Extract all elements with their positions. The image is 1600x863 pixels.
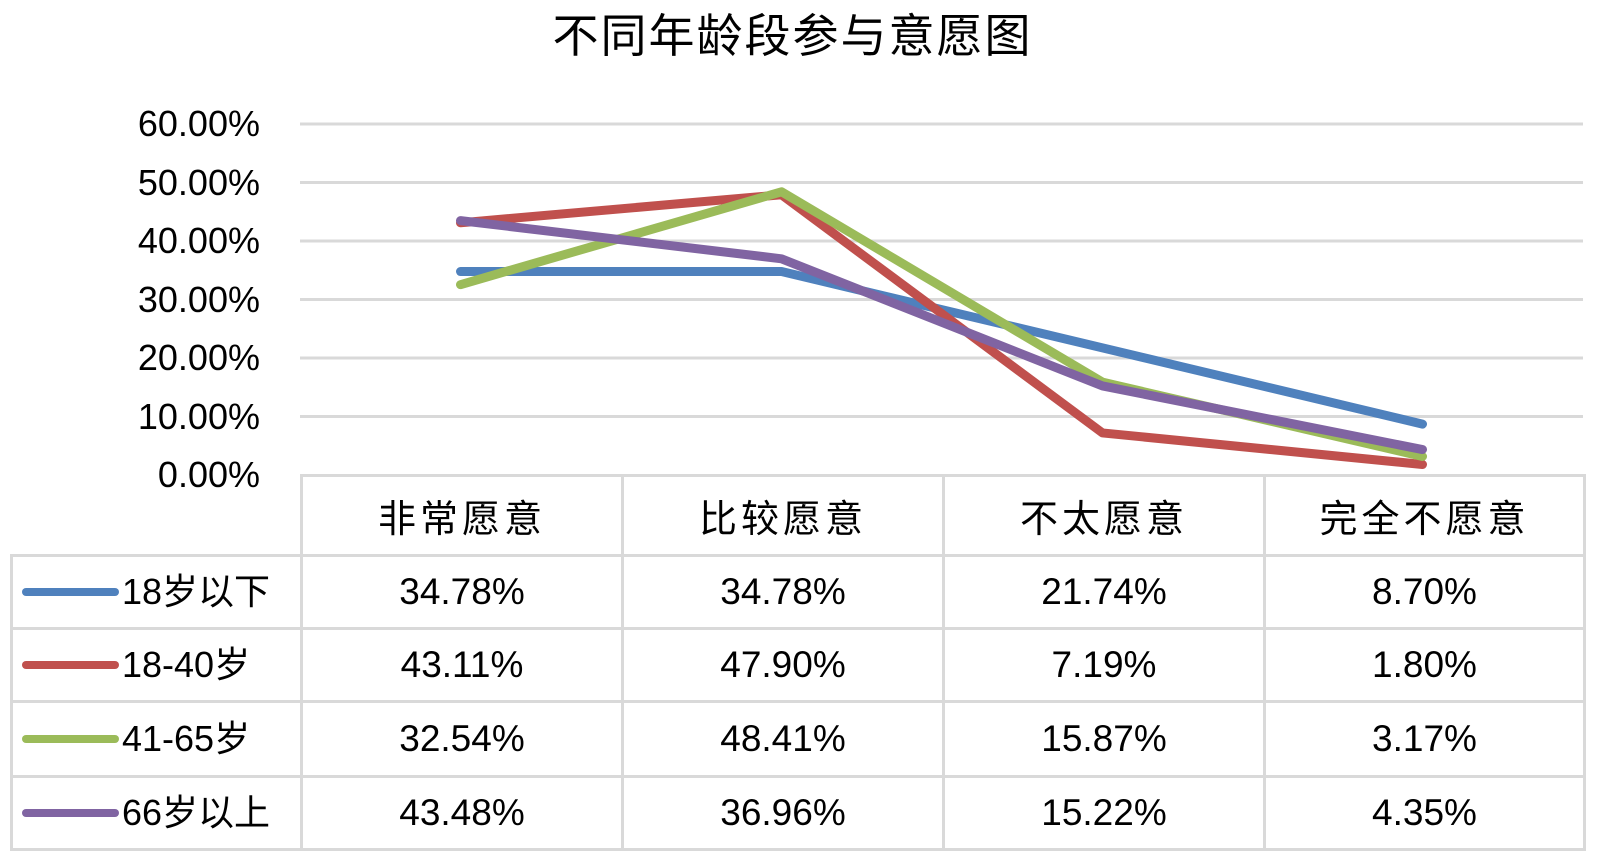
table-cell: 15.87% bbox=[942, 700, 1266, 778]
series-line-1 bbox=[456, 190, 1427, 469]
chart-data-table: 非常愿意 比较愿意 不太愿意 完全不愿意 18岁以下 34.78% 34.78%… bbox=[10, 474, 1586, 851]
table-cell: 34.78% bbox=[621, 554, 945, 630]
legend-cell: 18岁以下 bbox=[10, 554, 303, 630]
legend-key-line-icon bbox=[22, 809, 119, 817]
column-header: 完全不愿意 bbox=[1263, 474, 1586, 557]
legend-cell: 66岁以上 bbox=[10, 775, 303, 851]
series-name: 41-65岁 bbox=[122, 718, 251, 759]
table-row: 66岁以上 43.48% 36.96% 15.22% 4.35% bbox=[10, 775, 1586, 851]
legend-cell: 18-40岁 bbox=[10, 627, 303, 703]
chart-title: 不同年龄段参与意愿图 bbox=[552, 11, 1033, 62]
legend-cell: 41-65岁 bbox=[10, 700, 303, 778]
y-axis-tick-label: 30.00% bbox=[137, 278, 260, 320]
table-header-row: 非常愿意 比较愿意 不太愿意 完全不愿意 bbox=[12, 474, 1586, 557]
y-axis-tick-label: 50.00% bbox=[137, 161, 260, 203]
table-cell: 1.80% bbox=[1263, 627, 1586, 703]
column-header: 非常愿意 bbox=[300, 474, 624, 557]
table-cell: 43.11% bbox=[300, 627, 624, 703]
y-axis-tick-label: 60.00% bbox=[137, 103, 260, 144]
legend-key-line-icon bbox=[22, 735, 119, 743]
table-corner-blank bbox=[12, 476, 302, 556]
legend-key-line-icon bbox=[22, 661, 119, 669]
series-line-0 bbox=[456, 267, 1427, 429]
series-name: 18-40岁 bbox=[122, 644, 251, 685]
y-axis-tick-label: 20.00% bbox=[137, 337, 260, 378]
table-cell: 48.41% bbox=[621, 700, 945, 778]
table-cell: 3.17% bbox=[1263, 700, 1586, 778]
y-axis-tick-label: 40.00% bbox=[137, 220, 260, 261]
table-cell: 15.22% bbox=[942, 775, 1266, 851]
column-header: 不太愿意 bbox=[942, 474, 1266, 557]
table-row: 18岁以下 34.78% 34.78% 21.74% 8.70% bbox=[10, 554, 1586, 630]
table-cell: 7.19% bbox=[942, 627, 1266, 703]
table-row: 18-40岁 43.11% 47.90% 7.19% 1.80% bbox=[10, 627, 1586, 703]
table-cell: 21.74% bbox=[942, 554, 1266, 630]
table-cell: 34.78% bbox=[300, 554, 624, 630]
series-line-3 bbox=[456, 216, 1427, 455]
series-name: 66岁以上 bbox=[122, 792, 271, 833]
legend-key-line-icon bbox=[22, 588, 119, 596]
y-axis-tick-label: 0.00% bbox=[157, 454, 260, 495]
table-cell: 8.70% bbox=[1263, 554, 1586, 630]
table-cell: 47.90% bbox=[621, 627, 945, 703]
table-cell: 32.54% bbox=[300, 700, 624, 778]
column-header: 比较愿意 bbox=[621, 474, 945, 557]
table-cell: 43.48% bbox=[300, 775, 624, 851]
table-cell: 36.96% bbox=[621, 775, 945, 851]
series-name: 18岁以下 bbox=[122, 571, 271, 612]
y-axis-tick-label: 10.00% bbox=[137, 395, 260, 437]
table-row: 41-65岁 32.54% 48.41% 15.87% 3.17% bbox=[10, 700, 1586, 778]
table-cell: 4.35% bbox=[1263, 775, 1586, 851]
